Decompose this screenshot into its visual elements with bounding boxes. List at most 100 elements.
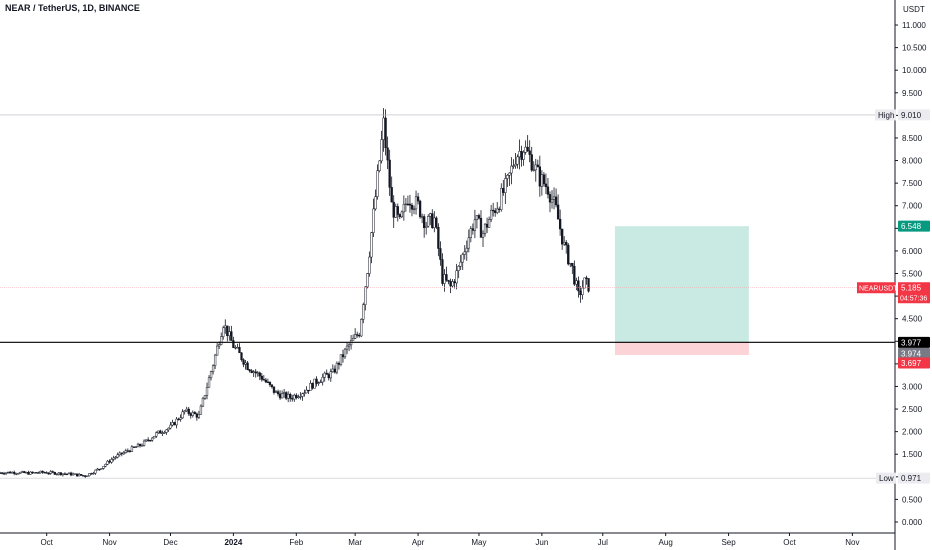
entry-badge-bg	[898, 347, 930, 359]
candle-body	[540, 174, 544, 187]
candle-body	[209, 371, 213, 379]
candle	[282, 388, 286, 398]
candle	[140, 443, 144, 447]
candle-body	[439, 248, 442, 260]
candle	[441, 253, 444, 286]
candle	[122, 450, 125, 455]
candle-body	[77, 474, 81, 477]
candle	[173, 421, 176, 426]
candle-body	[181, 411, 184, 419]
candle	[510, 157, 513, 185]
candle-body	[565, 241, 568, 246]
candle-body	[116, 454, 119, 458]
candle-body	[404, 203, 408, 206]
candle	[303, 389, 306, 397]
candle	[439, 241, 442, 266]
candle	[556, 194, 560, 220]
candle-body	[569, 262, 572, 265]
candle-body	[177, 418, 180, 421]
candle-body	[136, 443, 140, 448]
time-axis[interactable]: Oct Nov Dec 2024 Feb Mar Apr May Jun Jul Aug Sep Oct…	[0, 532, 895, 547]
candle-body	[386, 147, 389, 161]
candle-body	[443, 274, 446, 284]
candle-body	[6, 471, 10, 474]
candle	[317, 381, 320, 386]
candle	[563, 236, 566, 246]
candle-body	[293, 394, 296, 400]
candle-body	[376, 170, 379, 197]
candle-body	[498, 208, 501, 210]
candle	[73, 473, 77, 475]
price-axis[interactable]: 0.0000.5001.0001.5002.0002.5003.0003.500…	[857, 0, 930, 550]
candle-body	[57, 472, 61, 475]
stop-zone	[614, 342, 749, 355]
candle	[27, 470, 30, 475]
candle	[487, 216, 491, 228]
candle	[185, 406, 188, 413]
candle-body	[92, 472, 95, 475]
candle	[329, 368, 332, 382]
candle-body	[431, 213, 434, 228]
candle-body	[29, 471, 32, 475]
candle	[11, 471, 14, 474]
candle-body	[305, 389, 308, 394]
candle-body	[467, 237, 470, 249]
candle	[23, 470, 26, 474]
candle	[368, 251, 371, 277]
candle	[197, 410, 201, 419]
candle	[573, 260, 576, 286]
support-badge-bg	[898, 336, 930, 348]
candle	[92, 471, 95, 475]
candle	[498, 206, 501, 213]
candle-body	[106, 460, 109, 465]
candle	[226, 325, 229, 342]
candle-body	[567, 244, 570, 265]
candle	[104, 463, 107, 468]
candle-body	[163, 432, 166, 434]
candle	[532, 161, 535, 172]
candle-body	[587, 278, 590, 292]
candle-body	[339, 354, 343, 365]
candle	[8, 470, 12, 474]
candle	[144, 439, 148, 442]
candle	[248, 368, 251, 373]
candle-body	[33, 472, 36, 474]
candle-body	[260, 375, 263, 380]
candle-body	[132, 446, 136, 448]
candle-body	[0, 472, 4, 474]
price-tick-label: 10.500	[902, 44, 927, 53]
candle-body	[122, 452, 125, 455]
candle	[63, 472, 67, 475]
candle-body	[228, 331, 231, 337]
candle	[272, 386, 276, 395]
candle-body	[289, 394, 292, 399]
candle	[494, 207, 497, 217]
candle	[17, 472, 20, 475]
candle-body	[110, 459, 113, 463]
candle	[45, 471, 48, 474]
candle	[567, 242, 570, 266]
candle	[0, 472, 4, 475]
candle-body	[104, 463, 107, 467]
time-tick-label: May	[471, 538, 486, 547]
candle-body	[61, 473, 65, 476]
long-position-tool[interactable]	[614, 226, 749, 355]
candle	[169, 421, 172, 430]
candle-body	[520, 150, 523, 160]
low-tag-bg	[876, 472, 896, 484]
candle	[380, 130, 383, 164]
candle-body	[309, 383, 312, 391]
candle	[136, 442, 140, 448]
candle-body	[242, 359, 245, 365]
candle-body	[315, 378, 318, 384]
support-badge: 3.977	[898, 336, 930, 348]
candle	[416, 192, 420, 205]
candle-body	[506, 175, 509, 179]
candle-body	[65, 473, 69, 475]
price-tick-label: 0.500	[902, 495, 923, 504]
candle	[98, 468, 101, 471]
candle-body	[270, 384, 274, 388]
candle	[33, 472, 36, 474]
candle	[307, 389, 310, 395]
